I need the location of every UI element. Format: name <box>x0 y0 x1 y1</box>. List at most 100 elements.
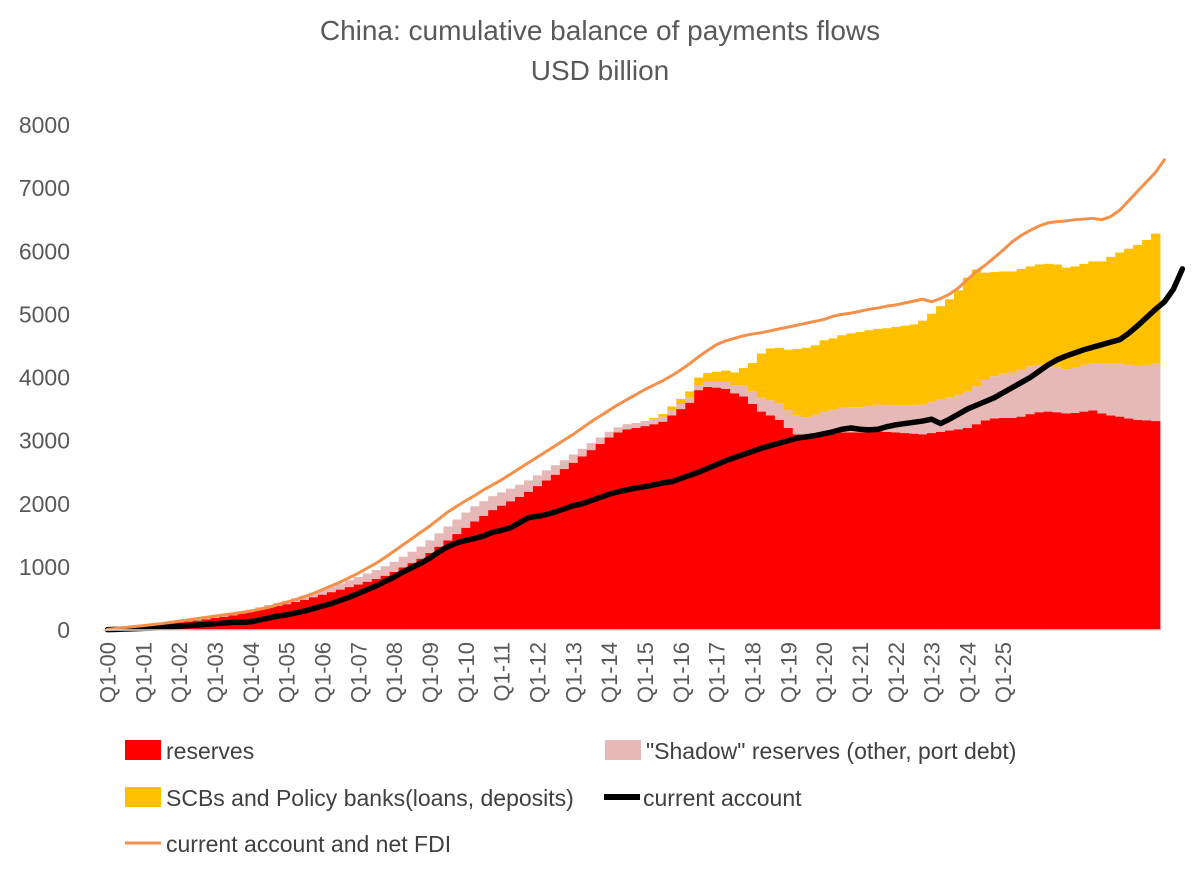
bar-scbs-and-policy-banks-loans-deposits <box>864 330 874 406</box>
legend-item-shadow-reserves: "Shadow" reserves (other, port debt) <box>605 738 1016 764</box>
bar-shadow-reserves-other-port-debt <box>524 480 534 492</box>
bar-reserves <box>667 415 677 631</box>
bar-reserves <box>291 601 301 630</box>
bar-reserves <box>541 480 552 630</box>
bar-scbs-and-policy-banks-loans-deposits <box>810 345 821 415</box>
bar-shadow-reserves-other-port-debt <box>497 492 507 506</box>
x-tick-label: Q1-17 <box>705 642 730 703</box>
bar-shadow-reserves-other-port-debt <box>837 407 847 433</box>
stacked-bars <box>111 233 1161 631</box>
x-tick-label: Q1-10 <box>454 642 479 703</box>
bar-reserves <box>980 420 991 630</box>
bar-reserves <box>953 429 964 630</box>
bar-reserves <box>407 563 417 630</box>
bar-reserves <box>1097 413 1107 630</box>
bar-reserves <box>1079 411 1089 630</box>
bar-shadow-reserves-other-port-debt <box>425 540 435 553</box>
bar-reserves <box>810 436 821 630</box>
bar-scbs-and-policy-banks-loans-deposits <box>1151 233 1161 363</box>
bar-scbs-and-policy-banks-loans-deposits <box>703 373 713 382</box>
bar-shadow-reserves-other-port-debt <box>201 618 211 620</box>
legend-item-current-account-net-fdi: current account and net FDI <box>125 831 451 857</box>
bar-reserves <box>909 433 919 630</box>
bar-shadow-reserves-other-port-debt <box>1142 364 1152 421</box>
bar-reserves <box>416 558 426 630</box>
bar-scbs-and-policy-banks-loans-deposits <box>837 335 847 408</box>
bar-scbs-and-policy-banks-loans-deposits <box>962 277 973 392</box>
x-tick-label: Q1-08 <box>382 642 407 703</box>
bar-shadow-reserves-other-port-debt <box>658 416 668 422</box>
legend-label-shadow-reserves: "Shadow" reserves (other, port debt) <box>646 738 1016 764</box>
bar-scbs-and-policy-banks-loans-deposits <box>721 370 731 382</box>
bar-reserves <box>586 450 597 630</box>
bar-shadow-reserves-other-port-debt <box>712 381 722 388</box>
bar-reserves <box>649 424 659 630</box>
bar-scbs-and-policy-banks-loans-deposits <box>774 347 785 404</box>
bar-shadow-reserves-other-port-debt <box>801 417 812 438</box>
bar-reserves <box>918 434 928 630</box>
bar-scbs-and-policy-banks-loans-deposits <box>989 272 1000 377</box>
bar-shadow-reserves-other-port-debt <box>738 385 749 397</box>
bar-scbs-and-policy-banks-loans-deposits <box>649 417 659 420</box>
bar-reserves <box>837 432 847 630</box>
x-tick-label: Q1-23 <box>920 642 945 703</box>
bar-scbs-and-policy-banks-loans-deposits <box>945 299 955 398</box>
bar-shadow-reserves-other-port-debt <box>1079 364 1089 412</box>
bar-shadow-reserves-other-port-debt <box>631 422 641 428</box>
bar-reserves <box>927 433 937 630</box>
bar-reserves <box>398 567 408 630</box>
bar-shadow-reserves-other-port-debt <box>532 475 543 487</box>
x-tick-label: Q1-21 <box>848 642 873 703</box>
bar-reserves <box>945 430 955 630</box>
legend: reserves "Shadow" reserves (other, port … <box>125 738 1016 857</box>
x-tick-label: Q1-04 <box>239 642 264 703</box>
bar-reserves <box>300 599 310 630</box>
bar-reserves <box>738 396 749 630</box>
bar-scbs-and-policy-banks-loans-deposits <box>676 398 686 405</box>
bar-shadow-reserves-other-port-debt <box>506 488 516 502</box>
bar-scbs-and-policy-banks-loans-deposits <box>891 327 901 406</box>
bar-scbs-and-policy-banks-loans-deposits <box>819 340 829 412</box>
legend-swatch-shadow-reserves <box>605 740 641 760</box>
bar-shadow-reserves-other-port-debt <box>1124 364 1134 419</box>
bar-scbs-and-policy-banks-loans-deposits <box>971 269 982 387</box>
line-series <box>104 158 1186 633</box>
bar-reserves <box>873 431 883 630</box>
bar-reserves <box>783 428 794 630</box>
x-tick-label: Q1-00 <box>95 642 120 703</box>
y-axis-labels: 0 1000 2000 3000 4000 5000 6000 7000 8000 <box>19 112 70 643</box>
bar-reserves <box>1088 410 1098 630</box>
bar-scbs-and-policy-banks-loans-deposits <box>730 372 740 386</box>
bar-shadow-reserves-other-port-debt <box>1052 366 1062 413</box>
legend-label-current-account: current account <box>643 785 802 811</box>
bar-scbs-and-policy-banks-loans-deposits <box>900 325 910 406</box>
legend-label-reserves: reserves <box>166 738 254 764</box>
bar-reserves <box>1007 417 1018 630</box>
bar-shadow-reserves-other-port-debt <box>1034 364 1044 413</box>
legend-item-current-account: current account <box>604 785 802 811</box>
bar-reserves <box>532 486 543 630</box>
bar-shadow-reserves-other-port-debt <box>613 427 623 433</box>
bar-reserves <box>434 546 444 630</box>
bar-scbs-and-policy-banks-loans-deposits <box>1043 263 1053 366</box>
bar-reserves <box>353 584 364 630</box>
bar-reserves <box>936 431 946 630</box>
bar-reserves <box>1124 418 1134 630</box>
bar-shadow-reserves-other-port-debt <box>1016 369 1027 417</box>
bar-shadow-reserves-other-port-debt <box>353 576 364 585</box>
bar-reserves <box>730 393 740 630</box>
bar-scbs-and-policy-banks-loans-deposits <box>1007 271 1018 373</box>
bar-reserves <box>658 421 668 630</box>
bar-scbs-and-policy-banks-loans-deposits <box>855 332 865 408</box>
bar-scbs-and-policy-banks-loans-deposits <box>1106 256 1116 364</box>
bar-shadow-reserves-other-port-debt <box>1088 362 1098 411</box>
x-tick-label: Q1-20 <box>812 642 837 703</box>
bar-reserves <box>721 388 731 630</box>
legend-swatch-reserves <box>125 740 161 760</box>
bar-scbs-and-policy-banks-loans-deposits <box>1133 244 1143 366</box>
bar-reserves <box>604 437 614 630</box>
bar-shadow-reserves-other-port-debt <box>541 470 552 481</box>
bar-reserves <box>559 469 570 630</box>
bar-shadow-reserves-other-port-debt <box>461 512 471 528</box>
bar-shadow-reserves-other-port-debt <box>747 391 758 405</box>
